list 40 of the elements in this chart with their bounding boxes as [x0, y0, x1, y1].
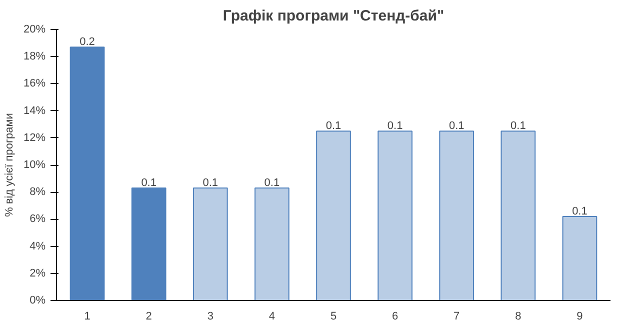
bar: [316, 130, 351, 300]
bar: [70, 46, 105, 300]
bar: [131, 188, 166, 300]
x-tick-label: 3: [207, 310, 214, 322]
data-label: 0.2: [80, 36, 95, 48]
y-tick-label: 4%: [30, 240, 46, 252]
data-label: 0.1: [387, 120, 403, 132]
bar: [378, 130, 412, 300]
x-tick-label: 2: [146, 310, 152, 322]
y-tick-label: 14%: [23, 104, 46, 117]
y-tick-label: 0%: [30, 294, 46, 306]
y-tick-label: 10%: [23, 159, 46, 171]
x-tick-label: 4: [268, 310, 276, 322]
bar: [439, 130, 474, 300]
x-tick-label: 7: [454, 310, 460, 322]
data-label: 0.1: [202, 177, 218, 190]
data-label: 0.1: [264, 177, 280, 190]
y-tick-label: 6%: [30, 213, 46, 226]
y-tick-label: 2%: [30, 267, 46, 280]
chart-title: Графік програми "Стенд-бай": [222, 8, 444, 24]
y-axis-title: % від усієї програми: [3, 113, 16, 217]
y-tick-label: 8%: [30, 186, 46, 198]
x-tick-label: 6: [392, 310, 398, 322]
x-tick-label: 1: [84, 310, 90, 322]
data-label: 0.1: [510, 120, 526, 132]
x-tick-label: 9: [576, 310, 583, 322]
x-tick-label: 5: [330, 310, 337, 322]
y-tick-label: 20%: [23, 24, 46, 36]
bar: [500, 130, 536, 300]
data-label: 0.1: [448, 120, 464, 132]
y-tick-label: 12%: [23, 132, 46, 144]
data-label: 0.1: [141, 177, 156, 190]
bar: [254, 188, 290, 300]
bar: [562, 216, 598, 300]
y-tick-label: 18%: [23, 50, 46, 63]
data-label: 0.1: [572, 205, 588, 218]
data-label: 0.1: [326, 120, 342, 132]
y-tick-label: 16%: [23, 78, 46, 90]
x-tick-label: 8: [515, 310, 522, 322]
bar: [192, 188, 228, 300]
